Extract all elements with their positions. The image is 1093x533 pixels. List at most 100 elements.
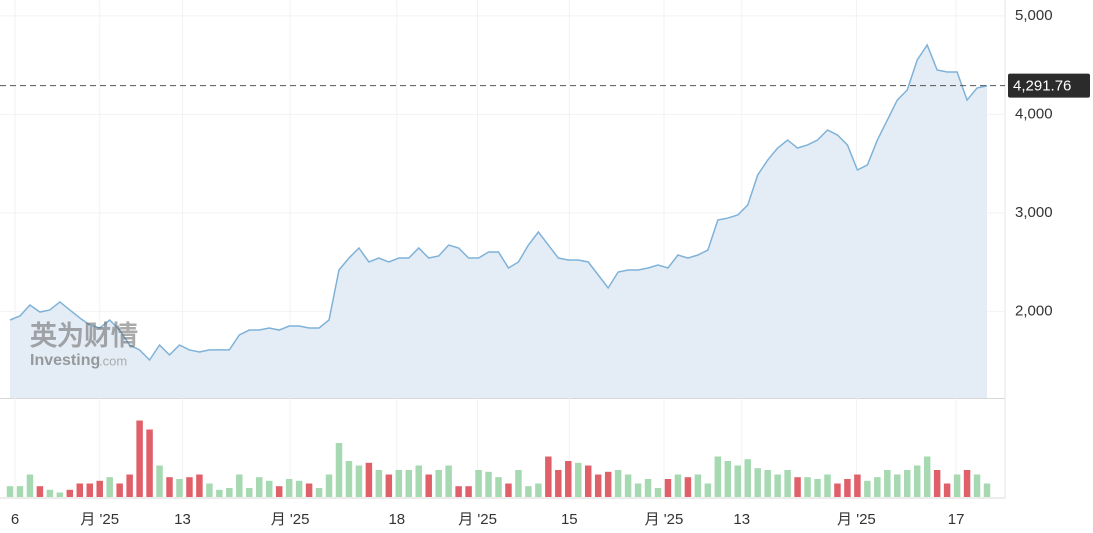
volume-bar [166,477,173,497]
volume-bar [176,479,183,497]
volume-bar [694,474,702,497]
volume-bar [953,474,961,497]
volume-bar [764,470,771,497]
volume-bar [255,477,263,497]
last-price-label: 4,291.76 [1013,78,1071,95]
volume-bar [973,474,981,497]
volume-bar [106,477,113,497]
watermark-domain: .com [99,353,127,368]
volume-bar [814,479,821,497]
volume-bar [894,474,901,497]
volume-bar [385,474,393,497]
volume-bar [325,474,333,497]
volume-bar [555,470,562,497]
volume-bar [335,443,343,497]
x-tick-label: 月 '25 [645,511,684,528]
volume-bar [704,483,712,497]
volume-bar [495,477,502,497]
volume-bar [794,477,801,497]
volume-bar [275,486,283,497]
volume-bar [584,465,592,497]
volume-bar [405,470,413,497]
volume-bar [535,483,542,497]
x-tick-label: 17 [948,511,965,528]
volume-bar [505,483,512,497]
volume-bar [824,474,831,497]
volume-bar [186,477,193,497]
volume-bar [365,462,373,497]
last-price-badge [1008,73,1090,98]
volume-bar [774,474,781,497]
volume-bar [654,488,662,497]
volume-bar [904,470,911,497]
volume-bar [415,465,422,497]
volume-bar [96,480,103,497]
volume-bar [485,471,492,497]
volume-bar [66,489,74,497]
x-tick-label: 18 [388,511,405,528]
volume-bar [6,486,14,497]
volume-bar [624,474,632,497]
y-tick-label: 3,000 [1015,204,1053,221]
volume-bar [804,477,811,497]
volume-bar [246,488,253,497]
volume-bar [983,483,991,497]
y-tick-label: 2,000 [1015,302,1053,319]
x-tick-label: 13 [174,511,191,528]
y-tick-label: 5,000 [1015,7,1053,24]
volume-bar [634,483,642,497]
volume-bar [305,483,313,497]
volume-bar [156,465,163,497]
volume-bar [684,477,692,497]
x-tick-label: 6 [11,511,19,528]
volume-bar [734,465,742,497]
volume-bar [913,465,921,497]
volume-bar [345,461,353,497]
volume-bar [674,474,682,497]
volume-bar [425,474,432,497]
volume-bar [724,461,732,497]
volume-bar [943,483,951,497]
volume-bar [884,470,891,497]
volume-bar [116,483,123,497]
volume-bar [963,470,971,497]
watermark-site: Investing [30,352,100,369]
volume-bar [754,468,761,497]
volume-bar [664,479,672,497]
watermark: 英为财情 Investing .com [30,321,138,369]
volume-bar [315,488,323,497]
volume-bar [46,489,54,497]
volume-bar [834,483,841,497]
price-area [10,45,987,398]
volume-bar [455,486,462,497]
volume-bar [923,456,931,497]
volume-bar [465,486,472,497]
volume-bar [265,480,273,497]
x-tick-label: 月 '25 [837,511,876,528]
volume-bar [146,429,153,497]
volume-bar [236,474,243,497]
volume-bar [295,480,303,497]
price-line [9,43,988,362]
x-tick-label: 月 '25 [80,511,119,528]
volume-bar [714,456,722,497]
watermark-brand: 英为财情 [30,321,138,351]
volume-bar [614,470,622,497]
volume-bar [285,479,293,497]
volume-bar [594,474,602,497]
volume-bar [545,456,552,497]
volume-bar [565,461,572,497]
y-tick-label: 4,000 [1015,105,1053,122]
volume-bar [56,492,64,497]
volume-bar [744,459,751,497]
volume-bar [575,462,582,497]
volume-bar [644,479,652,497]
volume-bar [445,465,452,497]
volume-bar [76,483,84,497]
x-tick-label: 月 '25 [458,511,497,528]
volume-bar [604,471,612,497]
volume-bar [216,489,223,497]
volume-bar [525,486,532,497]
volume-bar [784,470,791,497]
